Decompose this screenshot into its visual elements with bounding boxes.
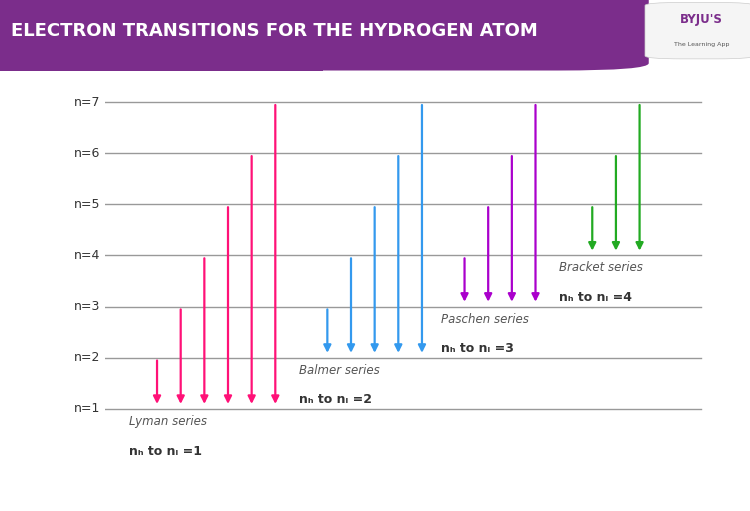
FancyBboxPatch shape [645, 3, 750, 59]
FancyBboxPatch shape [0, 0, 649, 71]
Text: nₕ to nₗ =3: nₕ to nₗ =3 [441, 342, 514, 355]
Text: n=6: n=6 [74, 147, 100, 160]
Text: BYJU'S: BYJU'S [680, 13, 723, 26]
Text: n=5: n=5 [74, 198, 100, 211]
Text: n=3: n=3 [74, 300, 100, 313]
Text: Balmer series: Balmer series [299, 364, 380, 377]
Text: nₕ to nₗ =4: nₕ to nₗ =4 [560, 291, 632, 304]
Text: Lyman series: Lyman series [129, 415, 207, 428]
Text: n=2: n=2 [74, 351, 100, 364]
Bar [0, 0, 322, 71]
Text: ELECTRON TRANSITIONS FOR THE HYDROGEN ATOM: ELECTRON TRANSITIONS FOR THE HYDROGEN AT… [11, 21, 538, 40]
Text: nₕ to nₗ =2: nₕ to nₗ =2 [299, 393, 372, 406]
Text: The Learning App: The Learning App [674, 42, 729, 47]
Text: nₕ to nₗ =1: nₕ to nₗ =1 [129, 445, 202, 457]
Text: n=7: n=7 [74, 96, 100, 109]
Text: n=4: n=4 [74, 249, 100, 262]
Text: n=1: n=1 [74, 402, 100, 415]
Text: Paschen series: Paschen series [441, 313, 529, 326]
Text: Bracket series: Bracket series [560, 262, 643, 274]
